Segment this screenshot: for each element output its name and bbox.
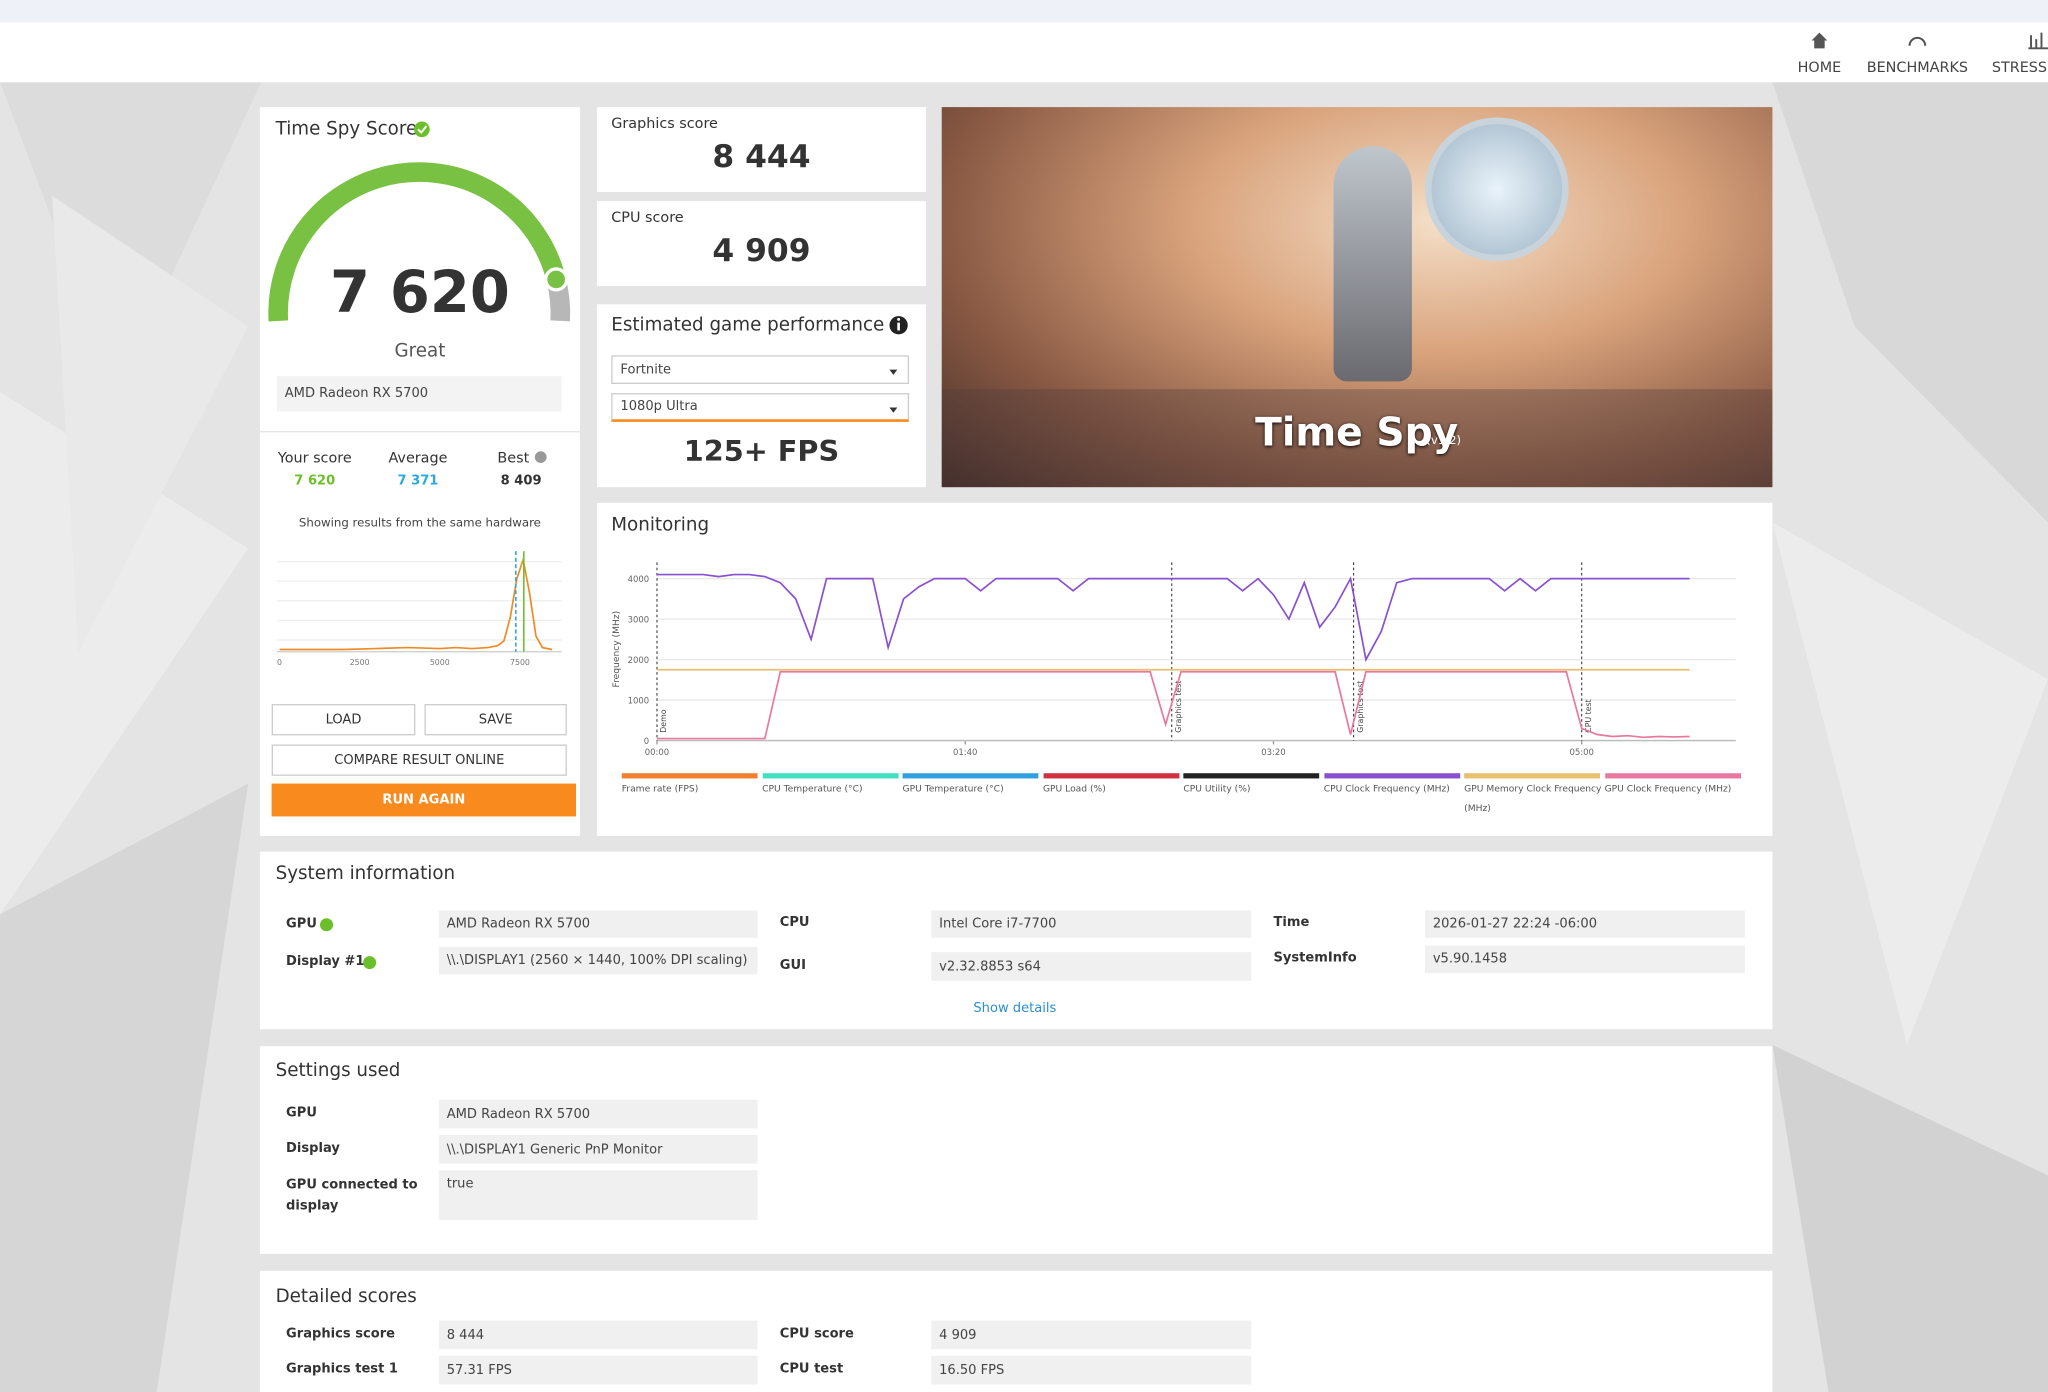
- fps-estimate: 125+ FPS: [683, 436, 840, 469]
- your-score-value: 7 620: [294, 474, 336, 489]
- legend-label[interactable]: GPU Clock Frequency (MHz): [1604, 783, 1732, 795]
- nav-benchmarks[interactable]: BENCHMARKS: [1866, 58, 1969, 76]
- cpu-score-label: CPU score: [611, 208, 684, 226]
- legend-swatch: [621, 773, 758, 779]
- detail-label: Graphics score: [286, 1327, 395, 1342]
- score-title: Time Spy Score: [275, 118, 418, 140]
- info-label: GPU: [286, 916, 317, 932]
- legend-swatch: [902, 773, 1039, 779]
- info-label: Time: [1273, 915, 1310, 930]
- best-label: Best: [497, 449, 530, 467]
- nav-stress-tests[interactable]: STRESS TESTS: [1991, 58, 2048, 76]
- game-select[interactable]: Fortnite: [611, 355, 910, 384]
- monitoring-card: Monitoring Frame rate (FPS) CPU Temperatu…: [596, 502, 1773, 836]
- settings-label: Display: [286, 1141, 340, 1156]
- legend-label[interactable]: CPU Clock Frequency (MHz): [1323, 783, 1450, 795]
- info-value: Intel Core i7-7700: [931, 910, 1252, 938]
- system-info-title: System information: [275, 863, 456, 885]
- rating: Great: [394, 340, 446, 362]
- settings-label: GPU connected to display: [286, 1178, 418, 1214]
- detail-value: 8 444: [438, 1320, 758, 1350]
- legend-swatch: [1042, 773, 1179, 779]
- graphics-score-label: Graphics score: [611, 114, 718, 132]
- preset-select[interactable]: 1080p Ultra: [611, 393, 910, 422]
- compare-button[interactable]: COMPARE RESULT ONLINE: [271, 744, 567, 776]
- top-strip: [0, 0, 2048, 23]
- detail-value: 16.50 FPS: [931, 1355, 1252, 1385]
- run-again-button[interactable]: RUN AGAIN: [271, 783, 576, 817]
- legend-label[interactable]: GPU Load (%): [1042, 783, 1106, 795]
- detail-value: 4 909: [931, 1320, 1252, 1350]
- legend-label[interactable]: CPU Temperature (°C): [762, 783, 863, 795]
- monitoring-title: Monitoring: [611, 514, 710, 536]
- legend-label[interactable]: Frame rate (FPS): [621, 783, 699, 795]
- info-value: v5.90.1458: [1424, 945, 1745, 974]
- settings-value: true: [438, 1170, 758, 1220]
- info-value: \\.\DISPLAY1 (2560 × 1440, 100% DPI scal…: [438, 946, 758, 975]
- info-value: v2.32.8853 s64: [931, 952, 1252, 981]
- legend-swatch: [1464, 773, 1600, 779]
- info-label: Display #1: [286, 954, 365, 970]
- portal-glass: [1424, 117, 1569, 262]
- main-score: 7 620: [329, 259, 510, 327]
- detailed-scores-title: Detailed scores: [275, 1286, 417, 1308]
- hardware-note: Showing results from the same hardware: [298, 517, 541, 531]
- settings-value: \\.\DISPLAY1 Generic PnP Monitor: [438, 1135, 758, 1164]
- load-button[interactable]: LOAD: [271, 703, 416, 736]
- system-info-card: System information GPU AMD Radeon RX 570…: [259, 851, 1773, 1030]
- legend-swatch: [1604, 773, 1741, 779]
- save-button[interactable]: SAVE: [424, 703, 567, 736]
- info-label: GUI: [779, 958, 806, 974]
- detail-label: Graphics test 1: [286, 1362, 398, 1377]
- hero-band: [941, 389, 1773, 488]
- detailed-scores-card: Detailed scores Graphics score 8 444 Gra…: [259, 1270, 1773, 1392]
- gpu-name: AMD Radeon RX 5700: [276, 376, 562, 412]
- game-performance-card: Estimated game performance Fortnite 1080…: [596, 304, 927, 488]
- settings-label: GPU: [286, 1106, 317, 1121]
- show-details-link[interactable]: Show details: [973, 1001, 1057, 1017]
- legend-label[interactable]: GPU Temperature (°C): [902, 783, 1004, 795]
- average-value: 7 371: [397, 474, 439, 489]
- info-label: CPU: [779, 915, 810, 930]
- nav-home[interactable]: HOME: [1797, 58, 1842, 76]
- hero-version: (v1.2): [1426, 434, 1462, 448]
- detail-value: 57.31 FPS: [438, 1355, 758, 1385]
- settings-title: Settings used: [275, 1060, 401, 1082]
- info-value: 2026-01-27 22:24 -06:00: [1424, 910, 1745, 938]
- settings-card: Settings used GPU AMD Radeon RX 5700 Dis…: [259, 1046, 1773, 1254]
- score-card: Time Spy Score 7 620 Great AMD Radeon RX…: [259, 107, 580, 836]
- average-label: Average: [388, 449, 448, 467]
- info-label: SystemInfo: [1273, 950, 1357, 966]
- game-performance-title: Estimated game performance: [611, 314, 885, 336]
- hero-image: Time Spy (v1.2): [941, 107, 1773, 488]
- best-value: 8 409: [500, 474, 542, 489]
- figure: [1333, 146, 1412, 382]
- settings-value: AMD Radeon RX 5700: [438, 1099, 758, 1129]
- legend-swatch: [762, 773, 898, 779]
- header: HOME BENCHMARKS STRESS TESTS: [0, 22, 2048, 83]
- detail-label: CPU score: [779, 1327, 854, 1342]
- your-score-label: Your score: [277, 449, 352, 467]
- legend-label[interactable]: CPU Utility (%): [1183, 783, 1251, 795]
- legend-swatch: [1323, 773, 1460, 779]
- detail-label: CPU test: [779, 1362, 844, 1377]
- graphics-score-value: 8 444: [712, 138, 811, 176]
- legend-label[interactable]: GPU Memory Clock Frequency (MHz): [1464, 783, 1602, 814]
- cpu-score-value: 4 909: [712, 232, 811, 270]
- info-value: AMD Radeon RX 5700: [438, 910, 758, 938]
- graphics-score-card: Graphics score 8 444: [596, 107, 927, 192]
- legend-swatch: [1183, 773, 1320, 779]
- cpu-score-card: CPU score 4 909: [596, 201, 927, 287]
- divider: [259, 431, 580, 433]
- hero-title: Time Spy: [1255, 410, 1459, 456]
